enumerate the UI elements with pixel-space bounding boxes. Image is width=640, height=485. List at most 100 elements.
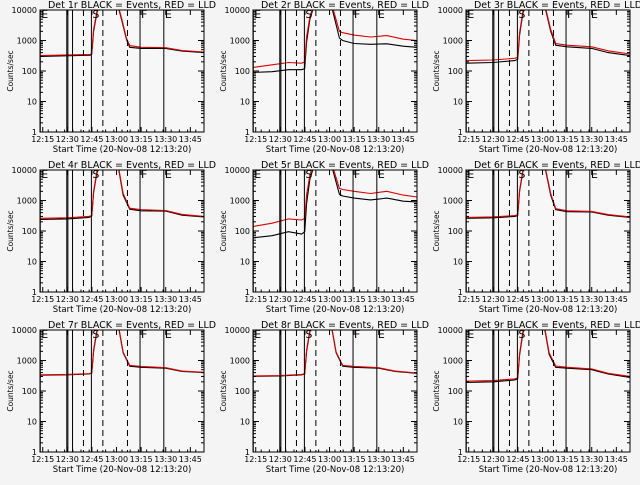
marker-label: E [254,8,261,21]
x-tick-label: 13:00 [318,295,341,304]
x-tick-label: 12:30 [482,135,505,144]
y-tick-label: 10 [240,98,250,107]
marker-label: S [518,8,525,21]
x-tick-label: 12:30 [56,295,79,304]
series-group [466,330,630,384]
x-tick-label: 12:15 [244,135,267,144]
y-tick-label: 1 [245,448,250,457]
y-tick-label: 100 [448,387,463,396]
chart-title: Det 1r BLACK = Events, RED = LLD [48,0,216,11]
y-axis-label: Counts/sec [432,370,441,411]
x-tick-label: 13:45 [605,135,628,144]
y-tick-label: 10000 [438,326,463,335]
x-tick-label: 12:15 [457,295,480,304]
chart-title: Det 8r BLACK = Events, RED = LLD [261,320,429,331]
marker-label: S [518,168,525,181]
y-tick-label: 10000 [225,166,250,175]
y-tick-label: 1000 [230,197,250,206]
x-tick-label: 13:00 [318,455,341,464]
series-line-lld [253,170,417,228]
x-tick-label: 13:15 [556,295,579,304]
x-tick-label: 13:45 [392,455,415,464]
x-tick-label: 12:30 [269,455,292,464]
x-tick-label: 12:45 [506,455,529,464]
series-line-events [253,10,417,73]
x-axis-label: Start Time (20-Nov-08 12:13:20) [479,465,618,475]
x-tick-label: 13:00 [531,295,554,304]
marker-label: F [354,8,360,21]
y-tick-label: 1000 [17,37,37,46]
marker-label: F [567,168,573,181]
y-tick-label: 1 [32,128,37,137]
y-tick-label: 100 [235,387,250,396]
x-tick-label: 12:30 [56,455,79,464]
y-tick-label: 100 [448,227,463,236]
marker-label: E [467,328,474,341]
x-tick-label: 12:15 [31,295,54,304]
marker-label: F [141,168,147,181]
y-axis-label: Counts/sec [432,210,441,251]
x-axis-label: Start Time (20-Nov-08 12:13:20) [479,145,618,155]
y-tick-label: 10000 [438,166,463,175]
series-group [253,10,417,73]
chart-title: Det 3r BLACK = Events, RED = LLD [474,0,640,11]
y-tick-label: 1000 [443,37,463,46]
x-tick-label: 13:30 [580,295,603,304]
chart-title: Det 9r BLACK = Events, RED = LLD [474,320,640,331]
y-tick-label: 1 [458,128,463,137]
marker-label: F [141,328,147,341]
series-group [466,170,630,219]
y-tick-label: 100 [235,227,250,236]
marker-label: E [467,168,474,181]
x-tick-label: 13:45 [392,295,415,304]
x-tick-label: 13:45 [605,455,628,464]
x-tick-label: 13:15 [130,135,153,144]
marker-label: E [378,328,385,341]
series-group [40,330,204,376]
x-tick-label: 13:30 [154,295,177,304]
y-axis-label: Counts/sec [219,370,228,411]
x-tick-label: 12:45 [506,135,529,144]
x-tick-label: 13:15 [343,135,366,144]
chart-title: Det 7r BLACK = Events, RED = LLD [48,320,216,331]
y-tick-label: 1000 [230,357,250,366]
y-tick-label: 1 [245,128,250,137]
marker-label: F [567,328,573,341]
y-tick-label: 10000 [12,326,37,335]
marker-label: F [141,8,147,21]
y-tick-label: 10000 [12,6,37,15]
y-tick-label: 1 [32,448,37,457]
series-line-lld [253,330,417,377]
y-tick-label: 1 [458,448,463,457]
marker-label: F [354,328,360,341]
x-tick-label: 13:15 [556,455,579,464]
y-tick-label: 1 [32,288,37,297]
x-tick-label: 13:30 [580,135,603,144]
marker-label: E [591,328,598,341]
x-tick-label: 13:30 [580,455,603,464]
series-line-lld [40,170,204,219]
x-tick-label: 12:30 [269,295,292,304]
y-axis-label: Counts/sec [6,50,15,91]
series-group [253,330,417,377]
x-tick-label: 13:30 [154,455,177,464]
plot-area [466,170,630,292]
plot-area [253,170,417,292]
x-axis-label: Start Time (20-Nov-08 12:13:20) [53,145,192,155]
y-tick-label: 10 [27,98,37,107]
y-tick-label: 10 [27,418,37,427]
x-tick-label: 12:15 [457,135,480,144]
x-tick-label: 12:45 [293,455,316,464]
y-axis-label: Counts/sec [432,50,441,91]
series-line-lld [40,330,204,376]
y-tick-label: 1 [245,288,250,297]
marker-label: S [518,328,525,341]
y-tick-label: 1000 [230,37,250,46]
series-group [40,170,204,220]
